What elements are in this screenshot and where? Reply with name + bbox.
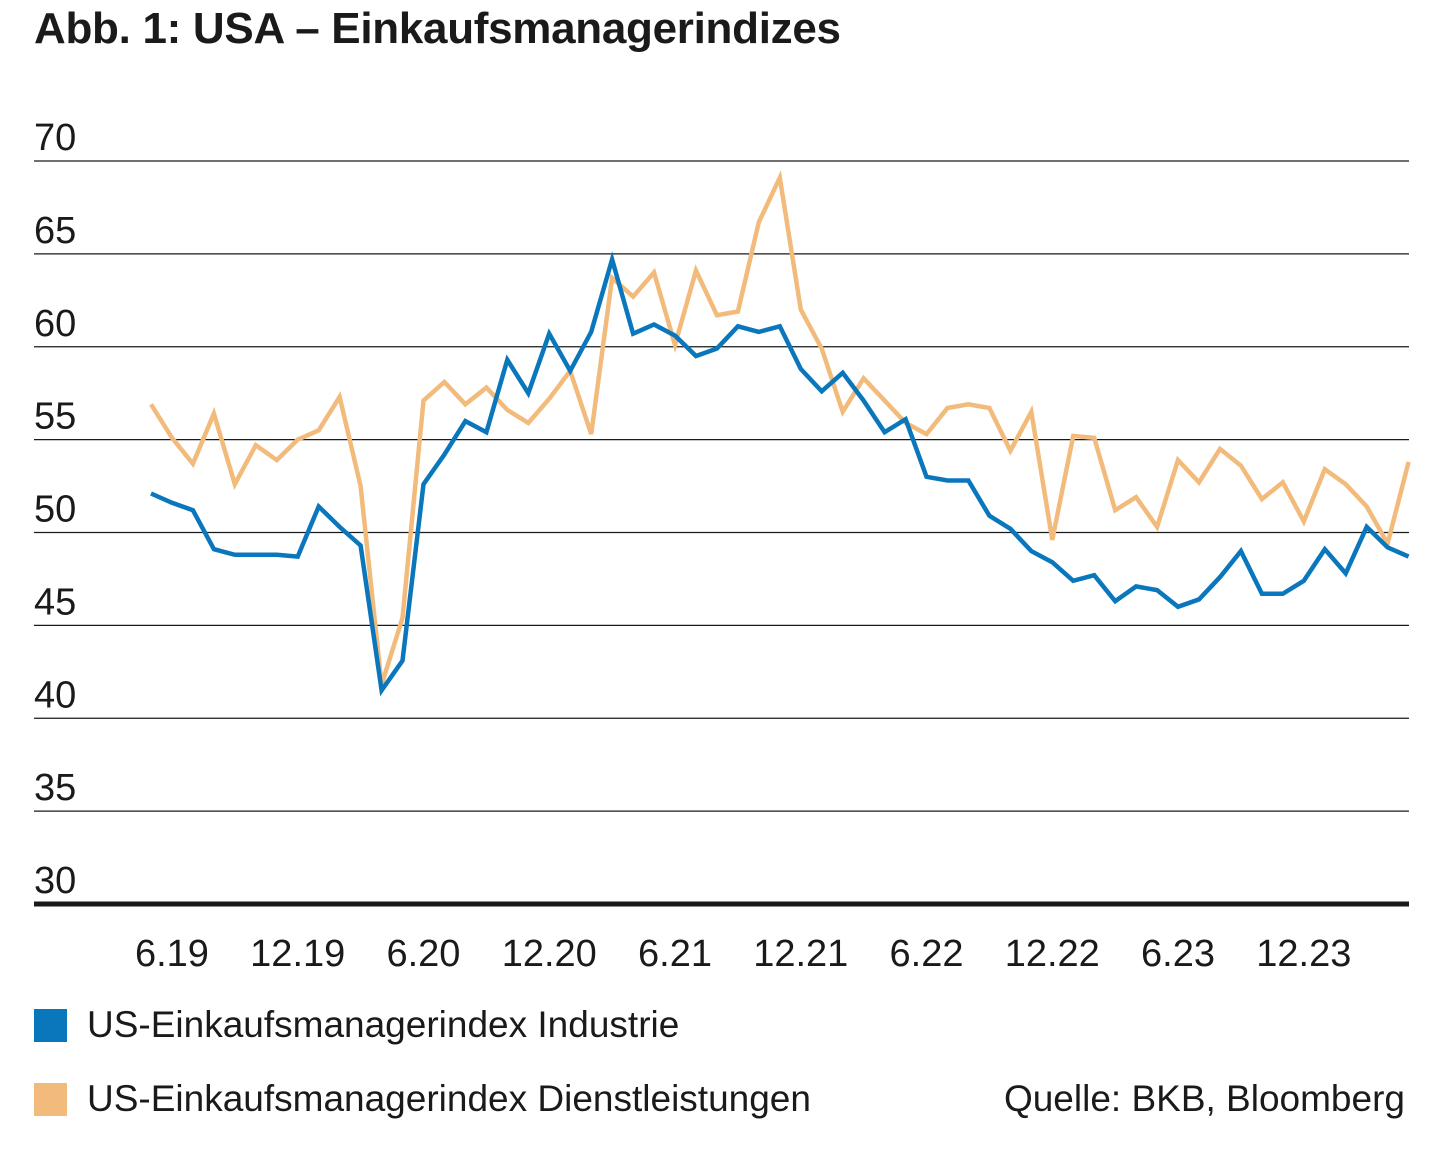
legend-swatch-industrie	[34, 1008, 67, 1042]
x-tick-label-12.21: 12.21	[753, 933, 848, 975]
source-note: Quelle: BKB, Bloomberg	[1003, 1078, 1405, 1119]
y-tick-label-50: 50	[34, 489, 76, 531]
y-tick-label-35: 35	[34, 767, 76, 809]
y-tick-label-65: 65	[34, 210, 76, 252]
x-axis-ticks: 6.19 12.19 6.20 12.20 6.21 12.21 6.22 12.22 6.23…	[135, 933, 1351, 975]
x-tick-label-6.23: 6.23	[1141, 933, 1215, 975]
x-tick-label-12.19: 12.19	[250, 933, 345, 975]
legend-item-dienstleistungen: US-Einkaufsmanagerindex Dienstleistungen	[34, 1078, 811, 1119]
chart-plot-area: 70 65 60 55 50 45 40 35 30 6.19 12.19 6.20 12.20 6.2…	[34, 117, 1411, 975]
legend-label-dienstleistungen: US-Einkaufsmanagerindex Dienstleistungen	[87, 1078, 811, 1119]
legend-item-industrie: US-Einkaufsmanagerindex Industrie	[34, 1004, 680, 1045]
x-tick-label-6.21: 6.21	[638, 933, 712, 975]
x-tick-label-6.20: 6.20	[386, 933, 460, 975]
y-tick-label-60: 60	[34, 303, 76, 345]
x-tick-label-12.20: 12.20	[502, 933, 597, 975]
y-tick-label-45: 45	[34, 581, 76, 623]
y-tick-label-40: 40	[34, 674, 76, 716]
y-tick-label-30: 30	[34, 860, 76, 902]
series-lines	[149, 170, 1411, 697]
chart-title: Abb. 1: USA – Einkaufsmanagerindizes	[34, 4, 841, 53]
x-tick-label-6.19: 6.19	[135, 933, 209, 975]
y-tick-label-70: 70	[34, 117, 76, 159]
y-tick-label-55: 55	[34, 396, 76, 438]
legend-label-industrie: US-Einkaufsmanagerindex Industrie	[87, 1004, 680, 1045]
gridlines	[34, 160, 1409, 907]
x-tick-label-12.23: 12.23	[1256, 933, 1351, 975]
series-line-dienstleistungen	[149, 170, 1411, 686]
x-tick-label-6.22: 6.22	[890, 933, 964, 975]
series-line-industrie	[150, 251, 1410, 697]
x-tick-label-12.22: 12.22	[1005, 933, 1100, 975]
y-axis-ticks: 70 65 60 55 50 45 40 35 30	[34, 117, 76, 902]
legend-swatch-dienstleistungen	[34, 1082, 67, 1116]
